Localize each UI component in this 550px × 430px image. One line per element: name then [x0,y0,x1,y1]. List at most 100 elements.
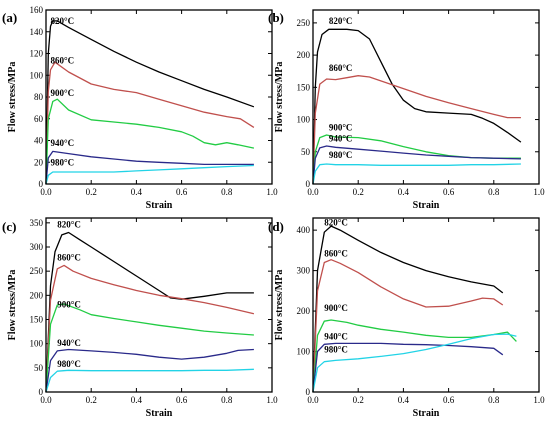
series-line [312,259,504,393]
series-line [312,225,504,393]
series-label: 820°C [329,16,353,26]
plot-frame [312,217,540,393]
series-label: 980°C [57,359,81,369]
panel-label: (c) [2,219,16,234]
chart-panel: 0.0 0.2 0.4 0.6 0.8 1.0 0 100 200 300 400 820°C 860°… [268,217,545,419]
y-tick-label: 140 [30,27,44,37]
y-tick-label: 40 [34,136,44,146]
series-label: 900°C [329,123,353,133]
y-tick-label: 0 [306,179,311,189]
x-tick-label: 0.4 [398,395,410,405]
series-line [312,163,521,185]
y-axis-label: Flow stress/MPa [274,62,285,133]
series-label: 980°C [51,158,75,168]
series-line [312,342,504,393]
y-tick-label: 0 [39,387,44,397]
series-label: 940°C [51,138,75,148]
y-axis-label: Flow stress/MPa [7,62,18,133]
y-tick-label: 100 [30,70,44,80]
plot-frame [45,9,273,185]
y-tick-label: 0 [306,387,311,397]
series-label: 820°C [324,217,348,227]
y-axis-label: Flow stress/MPa [7,270,18,341]
y-tick-label: 100 [297,347,311,357]
series-line [312,145,521,185]
panel-label: (b) [268,10,284,25]
plot-frame [45,217,273,393]
y-tick-label: 60 [34,114,44,124]
y-tick-label: 160 [30,5,44,15]
series-line [312,28,522,185]
x-tick-label: 0.8 [221,395,233,405]
y-tick-label: 50 [34,363,44,373]
series-line [45,150,254,185]
x-tick-label: 0.6 [176,395,188,405]
series-line [45,164,254,185]
series-line [312,333,517,393]
x-tick-label: 0.8 [488,395,500,405]
series-line [45,348,254,393]
y-tick-label: 50 [301,147,311,157]
y-tick-label: 200 [297,306,311,316]
y-tick-label: 0 [39,179,44,189]
series-label: 980°C [324,345,348,355]
x-tick-label: 0.0 [307,395,319,405]
y-tick-label: 100 [297,115,311,125]
y-tick-label: 200 [30,290,44,300]
series-label: 820°C [51,16,75,26]
series-label: 940°C [57,338,81,348]
y-tick-label: 250 [30,266,44,276]
y-tick-label: 120 [30,49,44,59]
y-tick-label: 150 [297,82,311,92]
x-tick-label: 0.6 [443,187,455,197]
series-label: 860°C [51,55,75,65]
series-label: 900°C [51,88,75,98]
x-tick-label: 0.0 [40,187,52,197]
series-label: 820°C [57,220,81,230]
chart-panel: 0.0 0.2 0.4 0.6 0.8 1.0 0 20 40 60 80 100 120 140 160 8… [2,5,278,211]
x-tick-label: 0.8 [221,187,233,197]
y-tick-label: 80 [34,92,44,102]
y-axis-label: Flow stress/MPa [274,270,285,341]
y-tick-label: 300 [30,242,44,252]
x-tick-label: 1.0 [266,395,278,405]
x-axis-label: Strain [413,200,440,211]
x-axis-label: Strain [413,408,440,419]
x-tick-label: 0.8 [488,187,500,197]
x-tick-label: 1.0 [266,187,278,197]
x-tick-label: 0.2 [353,187,364,197]
x-tick-label: 0.4 [398,187,410,197]
x-tick-label: 0.2 [86,395,97,405]
series-label: 900°C [324,303,348,313]
series-label: 860°C [329,63,353,73]
x-tick-label: 0.2 [353,395,364,405]
series-label: 980°C [329,150,353,160]
series-line [312,75,521,185]
x-tick-label: 1.0 [533,395,545,405]
series-label: 860°C [324,248,348,258]
chart-panel: 0.0 0.2 0.4 0.6 0.8 1.0 0 50 100 150 200 250 820°C 86… [268,9,545,211]
series-line [45,20,255,185]
y-tick-label: 300 [297,266,311,276]
series-label: 900°C [57,299,81,309]
series-label: 860°C [57,253,81,263]
x-tick-label: 1.0 [533,187,545,197]
y-tick-label: 350 [30,218,44,228]
series-label: 940°C [329,133,353,143]
series-line [45,61,255,185]
series-line [45,231,254,393]
x-axis-label: Strain [146,408,173,419]
x-tick-label: 0.6 [176,187,188,197]
x-axis-label: Strain [146,200,173,211]
x-tick-label: 0.6 [443,395,455,405]
plot-frame [312,9,540,185]
y-tick-label: 20 [34,157,44,167]
x-tick-label: 0.4 [131,395,143,405]
series-line [45,303,254,393]
y-tick-label: 200 [297,50,311,60]
series-line [45,264,255,393]
panel-label: (a) [2,10,17,25]
series-line [45,98,255,185]
y-tick-label: 400 [297,225,311,235]
